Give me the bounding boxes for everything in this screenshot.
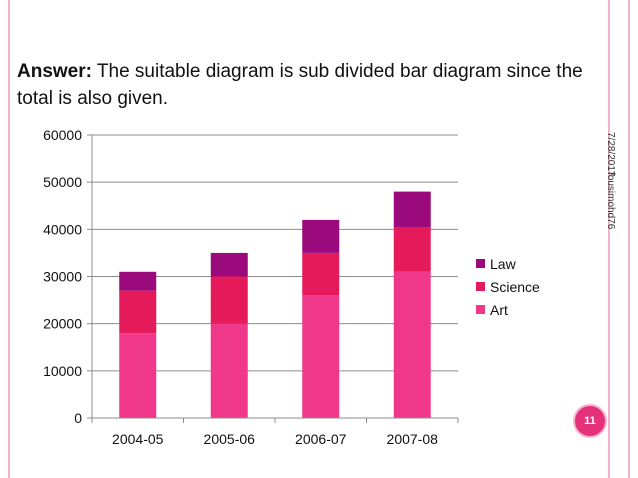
bar-law-2004-05 (119, 271, 157, 291)
answer-text: Answer: The suitable diagram is sub divi… (17, 58, 587, 112)
x-tick-label-2005-06: 2005-06 (204, 431, 256, 447)
legend-swatch-law (476, 259, 485, 268)
bar-law-2007-08 (393, 191, 431, 227)
y-tick-label-20000: 20000 (43, 316, 82, 332)
answer-body: The suitable diagram is sub divided bar … (17, 61, 583, 109)
bar-science-2004-05 (119, 290, 157, 334)
x-tick-label-2006-07: 2006-07 (295, 431, 347, 447)
slide-border-right-outer (628, 0, 630, 478)
y-tick-label-10000: 10000 (43, 363, 82, 379)
bar-law-2005-06 (210, 252, 248, 277)
bar-art-2006-07 (302, 295, 340, 418)
y-tick-label-30000: 30000 (43, 269, 82, 285)
x-tick-label-2007-08: 2007-08 (387, 431, 439, 447)
legend-label-art: Art (490, 302, 508, 318)
slide-border-left (8, 0, 10, 478)
bar-law-2006-07 (302, 219, 340, 253)
bar-science-2005-06 (210, 276, 248, 324)
page-number: 11 (573, 404, 607, 438)
bar-art-2004-05 (119, 333, 157, 418)
slide-border-right-inner (608, 0, 610, 478)
legend-label-science: Science (490, 279, 540, 295)
bar-science-2007-08 (393, 226, 431, 272)
bar-art-2005-06 (210, 323, 248, 418)
legend-label-law: Law (490, 256, 517, 272)
y-tick-label-0: 0 (74, 410, 82, 426)
legend-swatch-art (476, 305, 485, 314)
y-tick-label-50000: 50000 (43, 174, 82, 190)
answer-label: Answer: (17, 61, 92, 82)
y-tick-label-60000: 60000 (43, 127, 82, 143)
bar-art-2007-08 (393, 271, 431, 418)
legend-swatch-science (476, 282, 485, 291)
bar-science-2006-07 (302, 252, 340, 296)
y-tick-label-40000: 40000 (43, 221, 82, 237)
x-tick-label-2004-05: 2004-05 (112, 431, 164, 447)
